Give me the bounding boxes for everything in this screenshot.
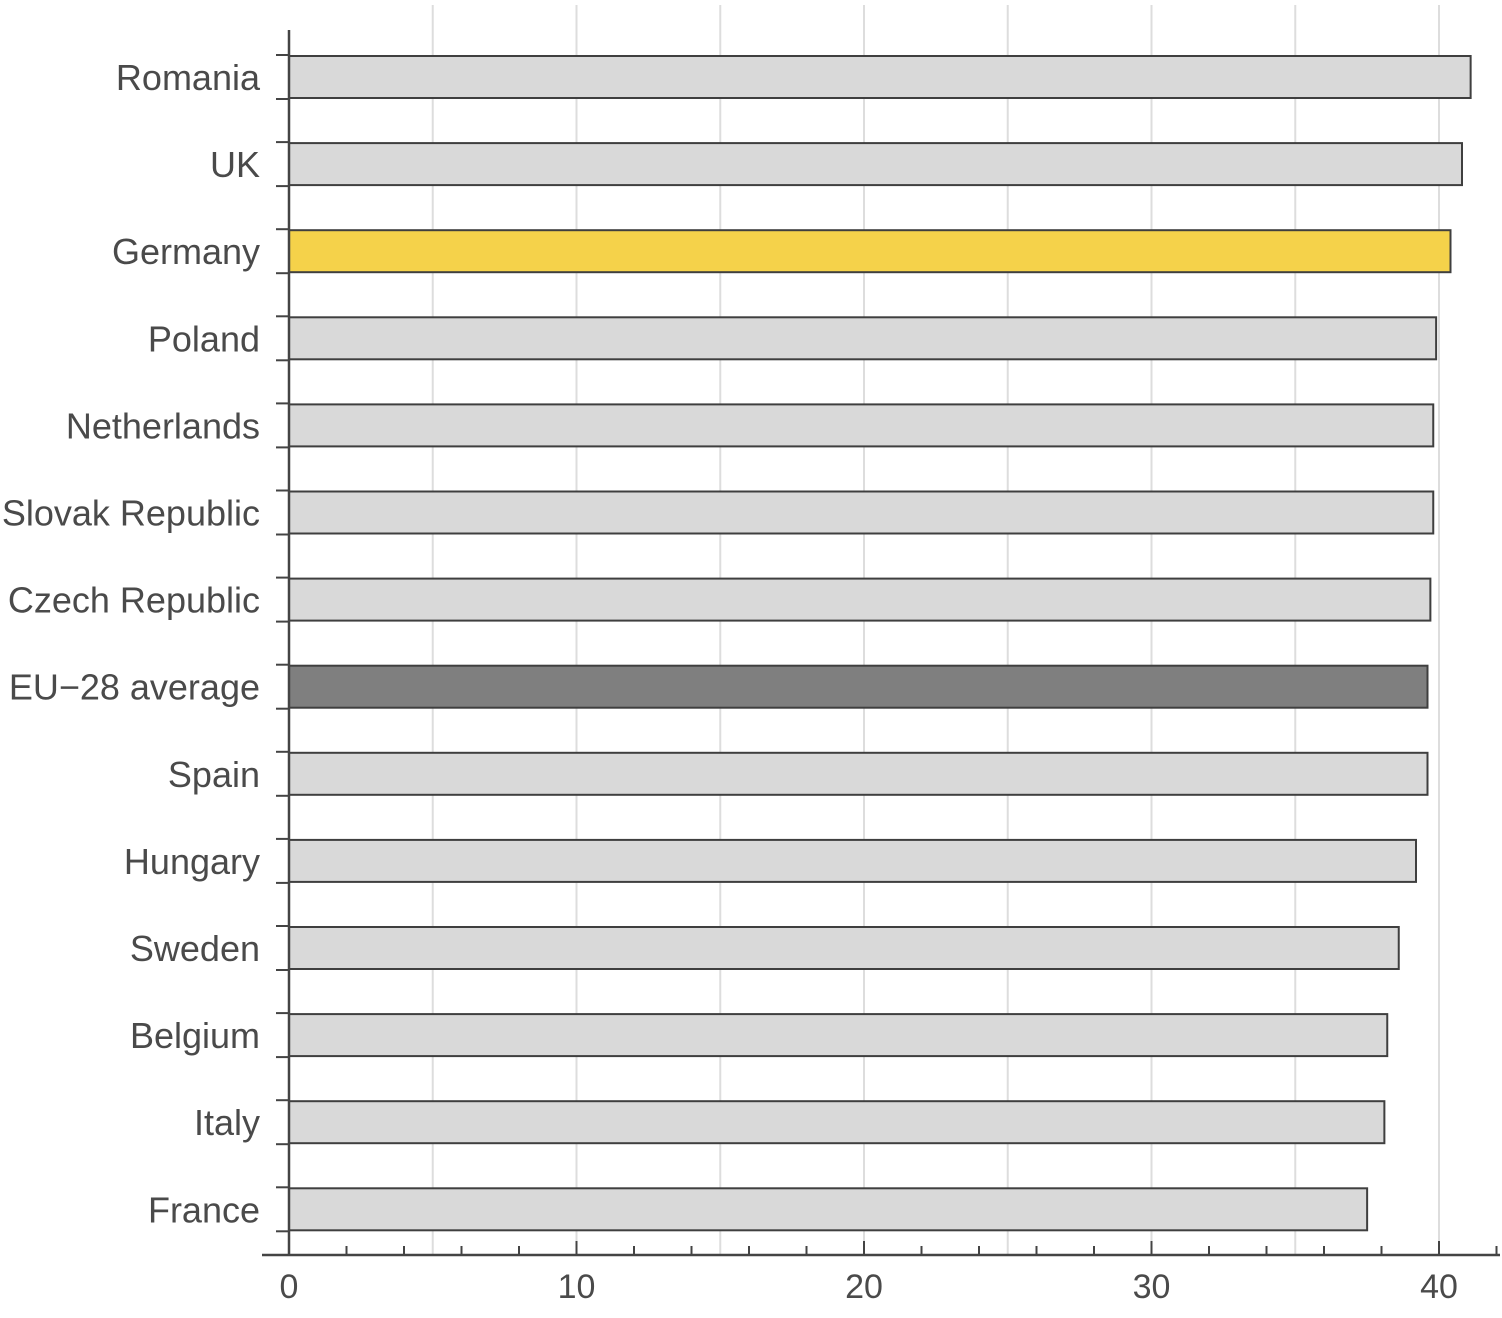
bar — [288, 1013, 1389, 1058]
bar — [288, 577, 1432, 622]
bar — [288, 403, 1435, 448]
bar — [288, 55, 1472, 99]
category-label: UK — [210, 144, 260, 185]
category-label: France — [148, 1189, 260, 1230]
category-label: Germany — [112, 231, 260, 272]
bar — [288, 490, 1435, 535]
x-tick-label: 30 — [1133, 1268, 1171, 1306]
category-label: Italy — [194, 1102, 260, 1143]
category-label: Romania — [116, 57, 261, 98]
x-tick-label: 40 — [1420, 1268, 1458, 1306]
x-tick-labels: 0 10 20 30 40 — [280, 1268, 1458, 1306]
category-label: Poland — [148, 318, 260, 359]
category-labels: Romania UK Germany Poland Netherlands Slovak … — [2, 57, 261, 1230]
x-tick-label: 0 — [280, 1268, 299, 1306]
bar — [288, 1187, 1369, 1232]
bar — [288, 229, 1452, 274]
category-label: Hungary — [124, 841, 260, 882]
bars — [288, 55, 1472, 1232]
bar — [288, 1100, 1386, 1145]
category-label: EU−28 average — [9, 667, 260, 708]
category-label: Sweden — [130, 928, 260, 969]
category-label: Netherlands — [66, 405, 260, 446]
bar — [288, 838, 1417, 883]
category-label: Spain — [168, 754, 260, 795]
x-tick-label: 20 — [845, 1268, 883, 1306]
axes — [262, 30, 1500, 1257]
bar — [288, 142, 1463, 187]
category-label: Slovak Republic — [2, 493, 260, 534]
bar — [288, 751, 1429, 796]
bar — [288, 926, 1400, 970]
grid-lines — [431, 5, 1440, 1255]
x-tick-label: 10 — [558, 1268, 596, 1306]
category-label: Belgium — [130, 1015, 260, 1056]
bar — [288, 664, 1429, 709]
category-label: Czech Republic — [8, 580, 260, 621]
bar — [288, 316, 1438, 361]
